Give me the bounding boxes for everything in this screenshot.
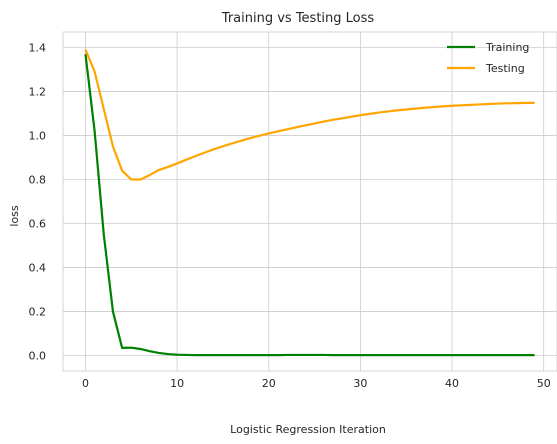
y-tick-label: 0.4: [29, 262, 47, 275]
y-tick-label: 0.2: [29, 306, 47, 319]
legend-label: Training: [485, 41, 529, 54]
plot-frame: [62, 31, 557, 372]
x-tick-label: 40: [445, 377, 459, 390]
series-line-training: [84, 53, 535, 357]
series-layer: [84, 49, 535, 357]
x-tick-label: 20: [262, 377, 276, 390]
y-tick-label: 0.0: [29, 350, 47, 363]
y-grid: [63, 47, 557, 356]
x-tick-labels: 0 10 20 30 40 50: [82, 377, 551, 390]
x-axis-label: Logistic Regression Iteration: [230, 423, 386, 436]
y-tick-labels: 0.0 0.2 0.4 0.6 0.8 1.0 1.2 1.4: [29, 41, 47, 362]
y-tick-label: 0.6: [29, 218, 47, 231]
chart-title: Training vs Testing Loss: [221, 11, 375, 26]
x-tick-label: 10: [170, 377, 184, 390]
x-tick-label: 50: [537, 377, 551, 390]
legend-label: Testing: [485, 62, 525, 75]
x-tick-label: 0: [82, 377, 89, 390]
y-tick-label: 0.8: [29, 173, 47, 186]
series-line-testing: [84, 49, 535, 181]
legend: Training Testing: [447, 41, 529, 75]
y-tick-label: 1.2: [29, 85, 47, 98]
x-tick-label: 30: [353, 377, 367, 390]
y-axis-label: loss: [8, 205, 21, 227]
x-grid: [85, 32, 545, 371]
y-tick-label: 1.0: [29, 129, 47, 142]
y-tick-label: 1.4: [29, 41, 47, 54]
